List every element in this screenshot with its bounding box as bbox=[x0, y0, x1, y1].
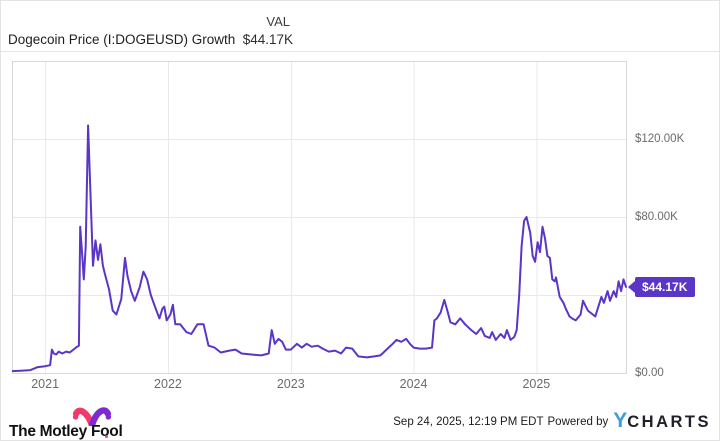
price-line-chart[interactable] bbox=[12, 61, 627, 374]
y-axis-label: $120.00K bbox=[635, 133, 685, 145]
ycharts-y-icon: Y bbox=[613, 409, 628, 432]
powered-by-label: Powered by bbox=[547, 415, 609, 428]
jester-cap-icon bbox=[72, 407, 112, 426]
motley-fool-dot bbox=[105, 435, 108, 438]
x-axis-label: 2021 bbox=[31, 377, 60, 391]
value-column-header: VAL bbox=[266, 14, 290, 29]
x-axis-label: 2022 bbox=[154, 377, 182, 391]
value-column: VAL $44.17K bbox=[201, 14, 293, 48]
chart-title: Dogecoin Price (I:DOGEUSD) Growth bbox=[8, 32, 236, 47]
current-value-badge: $44.17K bbox=[635, 276, 696, 297]
y-axis-label: $80.00K bbox=[635, 211, 678, 223]
header-divider bbox=[1, 51, 719, 52]
footer-attribution: Sep 24, 2025, 12:19 PM EDT Powered by Y … bbox=[393, 409, 711, 432]
x-axis-label: 2025 bbox=[522, 377, 551, 391]
ycharts-wordmark: CHARTS bbox=[627, 413, 711, 431]
motley-fool-logo[interactable]: The Motley Fool bbox=[9, 405, 123, 440]
timestamp: Sep 24, 2025, 12:19 PM EDT bbox=[393, 415, 544, 428]
current-value: $44.17K bbox=[242, 32, 293, 47]
y-axis-label: $0.00 bbox=[635, 367, 664, 379]
x-axis-label: 2023 bbox=[276, 377, 305, 391]
ycharts-logo[interactable]: Y CHARTS bbox=[613, 409, 711, 432]
x-axis-label: 2024 bbox=[399, 377, 428, 391]
badge-label: $44.17K bbox=[642, 279, 688, 294]
motley-fool-wordmark: The Motley Fool bbox=[9, 423, 123, 440]
